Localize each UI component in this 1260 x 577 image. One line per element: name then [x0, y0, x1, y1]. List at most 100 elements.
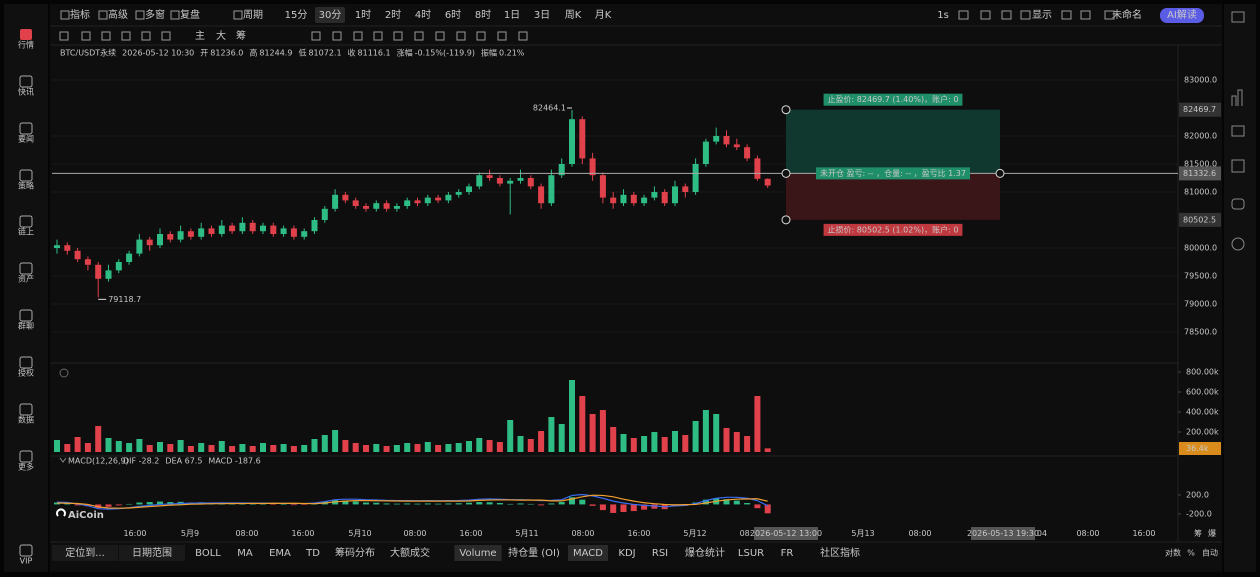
indicator-tab[interactable]: FR [781, 548, 794, 559]
draw-tool[interactable] [456, 31, 466, 41]
draw-tool[interactable] [59, 31, 69, 41]
nav-icon[interactable] [19, 309, 33, 322]
axis-tool[interactable]: 爆 [1208, 528, 1216, 538]
indicator-tab[interactable]: 大额成交 [390, 546, 430, 559]
period-button[interactable]: 3日 [534, 10, 550, 21]
indicator-tab[interactable]: 持仓量 (OI) [508, 546, 560, 559]
period-button[interactable]: 周K [565, 9, 582, 21]
tool-icon[interactable] [98, 10, 108, 20]
nav-label[interactable]: 策略 [18, 181, 34, 191]
toolbar-button[interactable]: 周期 [243, 9, 263, 21]
draw-tool-label[interactable]: 主 [195, 30, 205, 42]
tool-icon[interactable] [958, 10, 969, 20]
indicator-tab[interactable]: MACD [573, 548, 603, 559]
handle[interactable] [781, 105, 791, 115]
indicator-tab[interactable]: Volume [459, 548, 496, 559]
tool-icon[interactable] [1080, 10, 1091, 20]
indicator-tab[interactable]: 筹码分布 [335, 546, 375, 559]
toolbar-button[interactable]: AI解读 [1167, 8, 1197, 21]
period-button[interactable]: 6时 [445, 9, 461, 21]
scale-option[interactable]: 自动 [1202, 548, 1218, 558]
period-button[interactable]: 2时 [385, 9, 401, 21]
bottom-button[interactable]: 定位到... [65, 546, 105, 559]
tool-icon[interactable] [1061, 10, 1072, 20]
draw-tool[interactable] [332, 31, 342, 41]
toolbar-button[interactable]: 高级 [108, 8, 128, 21]
period-button[interactable]: 1日 [504, 10, 520, 21]
draw-tool[interactable] [518, 31, 528, 41]
nav-label[interactable]: 更多 [18, 462, 34, 472]
tool-icon[interactable] [980, 10, 991, 20]
nav-label[interactable]: VIP [20, 557, 33, 566]
toolbar-button[interactable]: 指标 [70, 8, 90, 21]
period-button[interactable]: 15分 [285, 9, 308, 21]
tool-icon[interactable] [233, 10, 243, 20]
indicator-tab[interactable]: BOLL [195, 548, 221, 559]
tool-icon[interactable] [60, 10, 70, 20]
nav-icon[interactable] [19, 215, 33, 228]
indicator-tab[interactable]: EMA [269, 548, 291, 559]
indicator-tab[interactable]: RSI [652, 548, 668, 559]
ai-button[interactable] [1160, 8, 1204, 23]
tool-icon[interactable] [1001, 10, 1012, 20]
tool-icon[interactable] [1020, 10, 1031, 20]
nav-icon[interactable] [19, 169, 33, 182]
nav-icon[interactable] [19, 262, 33, 275]
bottom-button[interactable]: 日期范围 [132, 546, 172, 559]
period-button[interactable]: 月K [595, 9, 612, 21]
nav-icon[interactable] [19, 75, 33, 88]
handle[interactable] [781, 215, 791, 225]
bottom-button-bg[interactable] [119, 545, 185, 561]
draw-tool[interactable] [161, 31, 171, 41]
draw-tool[interactable] [476, 31, 486, 41]
indicator-tab[interactable]: KDJ [618, 548, 635, 559]
nav-icon[interactable] [19, 403, 33, 416]
nav-icon[interactable] [19, 450, 33, 463]
tool-icon[interactable] [135, 10, 145, 20]
draw-tool[interactable] [353, 31, 363, 41]
handle[interactable] [781, 168, 791, 178]
nav-label[interactable]: 快讯 [18, 87, 34, 97]
toolbar-button[interactable]: 1s [937, 10, 949, 21]
indicator-tab[interactable]: 爆仓统计 [685, 546, 725, 559]
draw-tool[interactable] [81, 31, 91, 41]
draw-tool[interactable] [311, 31, 321, 41]
indicator-tab[interactable]: MA [237, 548, 253, 559]
indicator-tab[interactable]: TD [305, 548, 320, 559]
draw-tool[interactable] [393, 31, 403, 41]
indicator-tab[interactable]: 社区指标 [820, 546, 860, 559]
draw-tool-label[interactable]: 筹 [236, 29, 246, 42]
scale-option[interactable]: % [1187, 549, 1195, 558]
nav-label[interactable]: 数据 [18, 415, 34, 425]
period-button[interactable]: 1时 [355, 9, 371, 21]
axis-tool[interactable]: 筹 [1194, 528, 1202, 538]
indicator-tab[interactable]: LSUR [738, 548, 764, 559]
bottom-button-bg[interactable] [52, 545, 118, 561]
draw-tool-label[interactable]: 大 [216, 29, 226, 42]
nav-label[interactable]: 群聊 [18, 321, 34, 331]
tool-icon[interactable] [170, 10, 180, 20]
toolbar-button[interactable]: 未命名 [1112, 8, 1142, 21]
toolbar-button[interactable]: 显示 [1032, 9, 1052, 21]
draw-tool[interactable] [497, 31, 507, 41]
draw-tool[interactable] [435, 31, 445, 41]
period-button[interactable]: 4时 [415, 9, 431, 21]
nav-label[interactable]: 资产 [18, 274, 34, 284]
draw-tool[interactable] [414, 31, 424, 41]
tool-icon[interactable] [1104, 10, 1115, 20]
nav-label[interactable]: 授权 [18, 368, 34, 378]
handle[interactable] [995, 168, 1005, 178]
nav-icon[interactable] [20, 29, 32, 40]
draw-tool[interactable] [141, 31, 151, 41]
toolbar-button[interactable]: 多窗 [145, 8, 165, 21]
nav-icon[interactable] [19, 544, 33, 557]
nav-icon[interactable] [19, 122, 33, 135]
nav-label[interactable]: 链上 [18, 227, 34, 237]
toolbar-button[interactable]: 复盘 [180, 8, 200, 21]
period-button[interactable]: 30分 [319, 9, 342, 21]
draw-tool[interactable] [101, 31, 111, 41]
nav-label[interactable]: 行情 [18, 40, 34, 50]
nav-label[interactable]: 要闻 [18, 135, 34, 144]
period-button[interactable]: 8时 [475, 9, 491, 21]
draw-tool[interactable] [121, 31, 131, 41]
